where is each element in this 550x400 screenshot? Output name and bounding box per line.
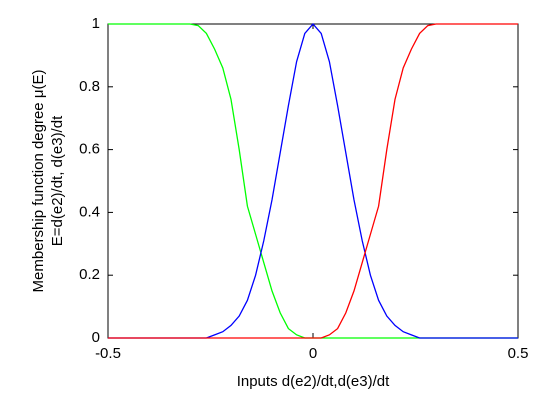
x-tick-label: 0 [309, 345, 317, 362]
x-tick-label: 0.5 [508, 345, 529, 362]
y-tick-label: 0.2 [79, 266, 100, 283]
y-tick-label: 0 [92, 329, 100, 346]
y-axis-label-line: Membership function degree μ(E) [30, 70, 47, 293]
y-tick-label: 0.8 [79, 78, 100, 95]
y-axis-label: Membership function degree μ(E) E=d(e2)/… [30, 70, 66, 293]
plot-area [107, 23, 519, 339]
y-axis-label-line: E=d(e2)/dt, d(e3)/dt [49, 115, 66, 246]
y-tick-label: 1 [92, 15, 100, 32]
x-axis-label: Inputs d(e2)/dt,d(e3)/dt [237, 373, 390, 390]
x-tick-label: -0.5 [95, 345, 121, 362]
y-tick-label: 0.4 [79, 203, 100, 220]
line [108, 23, 518, 339]
line [108, 23, 518, 339]
y-tick-label: 0.6 [79, 141, 100, 158]
